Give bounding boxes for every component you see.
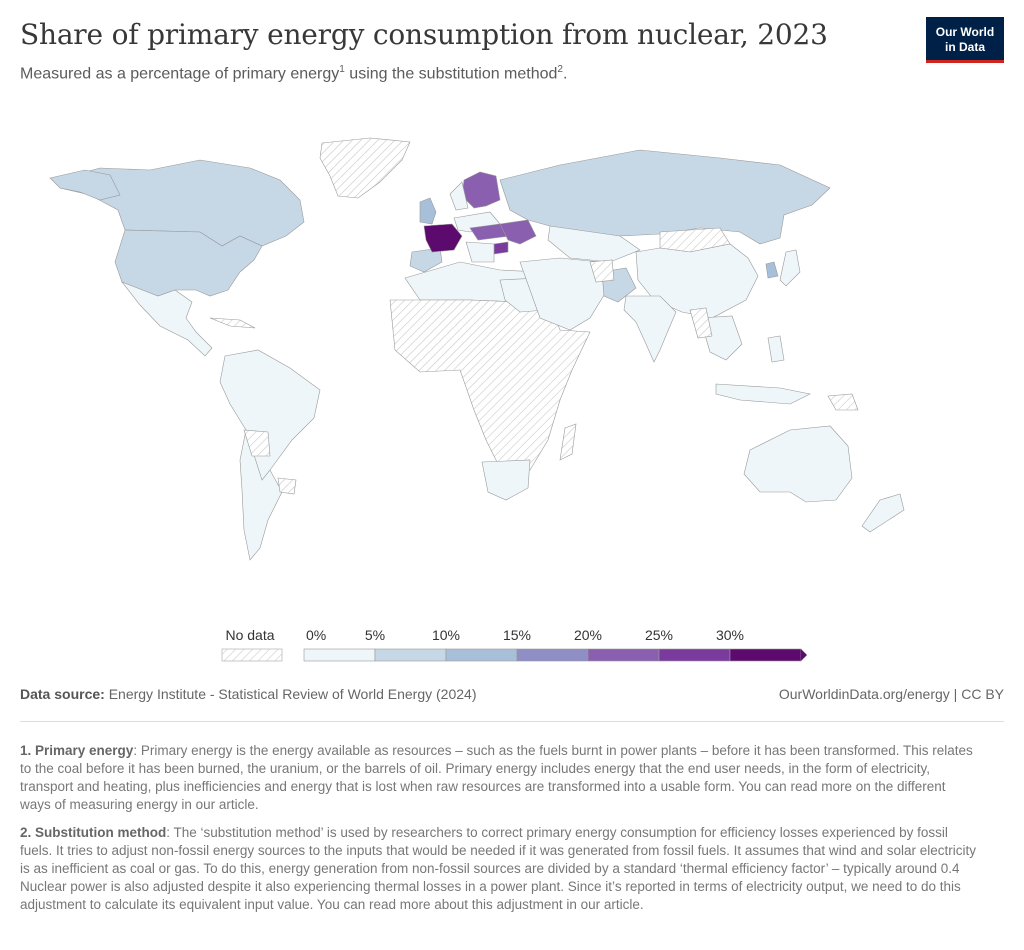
- legend-tick-label: 25%: [645, 627, 673, 643]
- legend-bin-5[interactable]: [658, 648, 731, 662]
- region-united-states[interactable]: [114, 229, 263, 297]
- region-argentina[interactable]: [239, 428, 283, 561]
- footnote-2-label: 2. Substitution method: [20, 825, 167, 840]
- legend-bins: [303, 648, 807, 662]
- region-balkans[interactable]: [465, 241, 495, 263]
- logo-line-1: Our World: [935, 25, 995, 39]
- footnote-2-text: : The ‘substitution method’ is used by r…: [20, 825, 976, 912]
- region-alaska[interactable]: [49, 169, 121, 201]
- owid-logo[interactable]: Our World in Data: [926, 17, 1004, 63]
- legend-tick-label: 0%: [306, 627, 326, 643]
- region-indonesia[interactable]: [715, 383, 811, 405]
- data-source-label: Data source:: [20, 686, 105, 702]
- region-middle-east[interactable]: [519, 257, 613, 331]
- region-madagascar[interactable]: [559, 423, 577, 461]
- region-norway[interactable]: [449, 181, 469, 211]
- region-canada[interactable]: [54, 159, 305, 247]
- region-caribbean[interactable]: [209, 317, 256, 329]
- region-ukraine[interactable]: [499, 219, 537, 245]
- region-south-korea[interactable]: [765, 261, 779, 279]
- region-papua-new-guinea[interactable]: [827, 393, 859, 411]
- subtitle-end: .: [562, 65, 568, 83]
- legend-tick-label: 30%: [716, 627, 744, 643]
- footnote-1-label: 1. Primary energy: [20, 743, 134, 758]
- region-australia[interactable]: [743, 425, 853, 503]
- subtitle-text: Measured as a percentage of primary ener…: [20, 65, 340, 83]
- region-brazil[interactable]: [219, 349, 321, 481]
- region-united-kingdom[interactable]: [419, 197, 437, 225]
- region-myanmar[interactable]: [689, 307, 713, 339]
- region-paraguay[interactable]: [277, 477, 297, 495]
- region-greenland[interactable]: [319, 137, 411, 199]
- legend-tick-label: 20%: [574, 627, 602, 643]
- chart-title: Share of primary energy consumption from…: [20, 18, 828, 51]
- source-link[interactable]: OurWorldinData.org/energy | CC BY: [778, 686, 1004, 702]
- legend-bin-6[interactable]: [729, 648, 802, 662]
- legend-bin-4[interactable]: [587, 648, 660, 662]
- chart-subtitle: Measured as a percentage of primary ener…: [20, 64, 567, 83]
- data-source: Data source: Energy Institute - Statisti…: [20, 686, 477, 702]
- footnote-2: 2. Substitution method: The ‘substitutio…: [20, 824, 980, 914]
- world-map[interactable]: [0, 120, 1024, 600]
- legend-bin-2[interactable]: [445, 648, 518, 662]
- legend-bin-0[interactable]: [303, 648, 376, 662]
- footnote-ref-1[interactable]: 1: [339, 64, 345, 75]
- legend-arrow-tip: [801, 649, 807, 661]
- region-philippines[interactable]: [767, 335, 785, 363]
- legend-tick-label: 5%: [365, 627, 385, 643]
- region-afghanistan[interactable]: [589, 259, 615, 283]
- region-france[interactable]: [423, 223, 463, 253]
- footnote-1-text: : Primary energy is the energy available…: [20, 743, 973, 812]
- footnote-1: 1. Primary energy: Primary energy is the…: [20, 742, 980, 814]
- region-bulgaria[interactable]: [493, 241, 509, 255]
- region-japan[interactable]: [779, 249, 801, 287]
- legend-no-data-swatch[interactable]: [221, 648, 283, 662]
- legend-ticks: 0% 5% 10% 15% 20% 25% 30%: [306, 627, 744, 643]
- region-sweden-finland[interactable]: [461, 171, 501, 209]
- region-south-africa[interactable]: [481, 459, 531, 501]
- legend-tick-label: 15%: [503, 627, 531, 643]
- map-legend: No data 0% 5% 10% 15% 20% 25% 30%: [221, 627, 807, 662]
- legend-bin-3[interactable]: [516, 648, 589, 662]
- region-bolivia[interactable]: [243, 429, 271, 457]
- region-mexico[interactable]: [121, 281, 213, 357]
- legend-bin-1[interactable]: [374, 648, 447, 662]
- divider: [20, 721, 1004, 722]
- subtitle-text-2: using the substitution method: [344, 65, 558, 83]
- region-southeast-asia[interactable]: [699, 315, 743, 361]
- footnote-ref-2[interactable]: 2: [557, 64, 563, 75]
- logo-line-2: in Data: [944, 40, 985, 54]
- legend-no-data-label: No data: [225, 627, 274, 643]
- data-source-text[interactable]: Energy Institute - Statistical Review of…: [104, 686, 477, 702]
- legend-tick-label: 10%: [432, 627, 460, 643]
- region-new-zealand[interactable]: [861, 493, 905, 533]
- region-india[interactable]: [623, 295, 677, 363]
